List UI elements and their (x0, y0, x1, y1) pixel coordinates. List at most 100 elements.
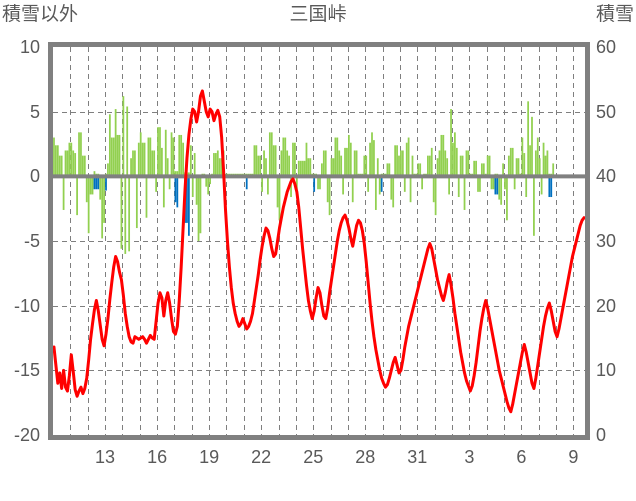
left-tick-neg15: -15 (13, 360, 40, 381)
non-snow-bar (288, 155, 291, 177)
snow-bar (550, 176, 553, 198)
non-snow-bar (99, 176, 102, 200)
non-snow-bar (295, 176, 298, 190)
non-snow-bar (371, 132, 373, 177)
non-snow-bar (492, 176, 495, 190)
non-snow-bar (70, 142, 73, 177)
non-snow-bar (392, 176, 395, 208)
non-snow-bar (199, 176, 202, 234)
non-snow-bar (128, 176, 131, 252)
non-snow-bar (53, 137, 55, 177)
non-snow-bar (455, 147, 458, 177)
non-snow-bar (430, 147, 433, 177)
non-snow-bar (330, 158, 333, 177)
non-snow-bar (490, 176, 493, 190)
non-snow-bar (176, 171, 179, 177)
non-snow-bar (220, 158, 223, 177)
non-snow-bar (529, 145, 531, 177)
non-snow-bar (124, 176, 127, 254)
non-snow-bar (135, 176, 138, 229)
snow-bar (496, 176, 499, 195)
snow-bar (174, 176, 177, 203)
non-snow-bar (257, 155, 260, 177)
non-snow-bar (161, 147, 163, 177)
non-snow-bar (446, 158, 449, 177)
non-snow-bar (355, 150, 358, 177)
non-snow-bar (141, 142, 144, 177)
non-snow-bar (436, 158, 439, 177)
non-snow-bar (334, 137, 337, 177)
non-snow-bar (378, 176, 381, 195)
non-snow-bar (216, 150, 219, 177)
non-snow-bar (309, 158, 312, 177)
x-tick-19: 19 (199, 447, 220, 467)
left-tick-neg5: -5 (23, 231, 40, 251)
non-snow-bar (56, 145, 59, 177)
non-snow-bar (450, 109, 452, 177)
non-snow-bar (546, 150, 549, 177)
non-snow-bar (538, 158, 541, 177)
non-snow-bar (180, 134, 183, 177)
non-snow-bar (270, 132, 273, 177)
data-series-layer (53, 89, 585, 414)
non-snow-bar (542, 142, 545, 177)
non-snow-bar (386, 163, 389, 177)
non-snow-bar (353, 150, 356, 177)
non-snow-bar (533, 176, 535, 236)
non-snow-bar (272, 145, 275, 177)
non-snow-bar (486, 155, 489, 177)
right-tick-20: 20 (596, 295, 617, 316)
non-snow-bar (398, 155, 400, 177)
temperature-line (53, 89, 585, 414)
x-tick-3: 3 (464, 447, 475, 467)
non-snow-bar (174, 171, 177, 177)
non-snow-bar (55, 145, 57, 177)
non-snow-bar (62, 176, 65, 210)
non-snow-bar (338, 150, 341, 177)
non-snow-bar (457, 176, 460, 198)
non-snow-bar (473, 160, 476, 177)
non-snow-bar (91, 176, 94, 195)
non-snow-bar (265, 158, 267, 177)
non-snow-bar (540, 176, 543, 195)
non-snow-bar (421, 176, 424, 190)
snow-bar (380, 176, 383, 192)
non-snow-bar (400, 150, 402, 177)
non-snow-bar (284, 137, 287, 177)
non-snow-bar (515, 158, 518, 177)
non-snow-bar (166, 158, 169, 177)
non-snow-bar (340, 155, 343, 177)
non-snow-bar (213, 153, 215, 177)
non-snow-bar (274, 145, 277, 177)
non-snow-bar (290, 176, 292, 198)
non-snow-bar (419, 163, 422, 177)
non-snow-bar (513, 176, 516, 190)
non-snow-bar (342, 176, 344, 195)
x-tick-22: 22 (251, 447, 272, 467)
snow-bar (97, 176, 100, 190)
non-snow-bar (189, 145, 192, 177)
non-snow-bar (374, 176, 377, 210)
non-snow-bar (170, 132, 173, 177)
non-snow-bar (467, 150, 470, 177)
non-snow-bar (536, 137, 539, 177)
non-snow-bar (411, 155, 414, 177)
non-snow-bar (143, 142, 146, 177)
non-snow-bar (394, 145, 397, 177)
non-snow-bar (477, 176, 479, 192)
right-tick-30: 30 (596, 231, 617, 251)
non-snow-bar (195, 176, 198, 205)
non-snow-bar (407, 137, 410, 177)
non-snow-bar (479, 176, 481, 192)
non-snow-bar (134, 150, 136, 177)
non-snow-bar (253, 145, 256, 177)
non-snow-bar (440, 134, 443, 177)
non-snow-bar (93, 171, 96, 177)
non-snow-bar (157, 127, 159, 177)
non-snow-bar (89, 176, 92, 195)
left-axis-title: 積雪以外 (2, 4, 79, 25)
snow-bar (494, 176, 497, 195)
x-tick-6: 6 (516, 447, 527, 467)
non-snow-bar (294, 142, 296, 177)
snow-bar (93, 176, 96, 190)
